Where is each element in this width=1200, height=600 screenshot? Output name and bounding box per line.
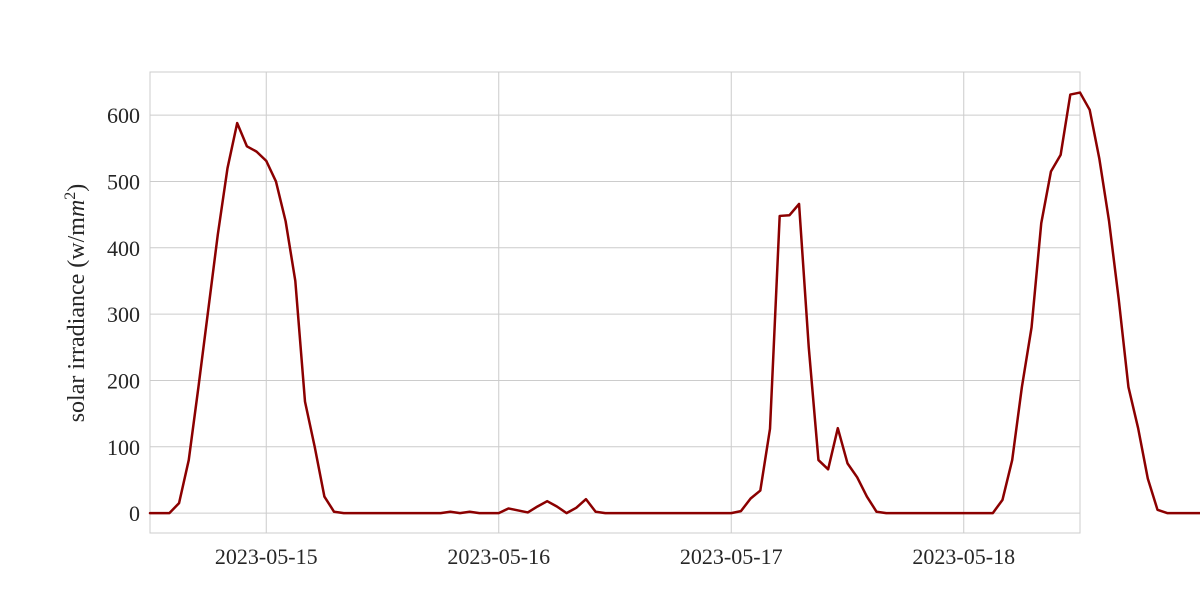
series-line [148, 91, 1200, 515]
y-tick-label: 600 [107, 103, 140, 128]
y-axis-label: solar irradiance (w/mm2) [62, 184, 90, 423]
y-tick-label: 500 [107, 169, 140, 194]
y-axis-label-sup: 2 [62, 192, 79, 200]
y-axis-label-text: solar irradiance (w/m [64, 217, 90, 423]
x-tick-label: 2023-05-17 [680, 544, 783, 569]
x-tick-label: 2023-05-18 [912, 544, 1015, 569]
y-axis-label-close: ) [64, 184, 90, 192]
y-tick-label: 300 [107, 302, 140, 327]
plot-area [150, 72, 1080, 533]
y-tick-label: 0 [129, 501, 140, 526]
series-layer [148, 91, 1200, 515]
y-tick-label: 200 [107, 368, 140, 393]
y-axis-label-unit: m [64, 200, 90, 217]
x-tick-label: 2023-05-15 [215, 544, 318, 569]
y-tick-label: 100 [107, 435, 140, 460]
plot-frame [149, 71, 1081, 534]
y-tick-label: 400 [107, 236, 140, 261]
x-tick-label: 2023-05-16 [447, 544, 550, 569]
x-tick-labels: 2023-05-15 2023-05-16 2023-05-17 2023-05-18 [215, 544, 1015, 569]
y-tick-labels: 0 100 200 300 400 500 600 [107, 103, 140, 526]
grid [150, 72, 1080, 533]
